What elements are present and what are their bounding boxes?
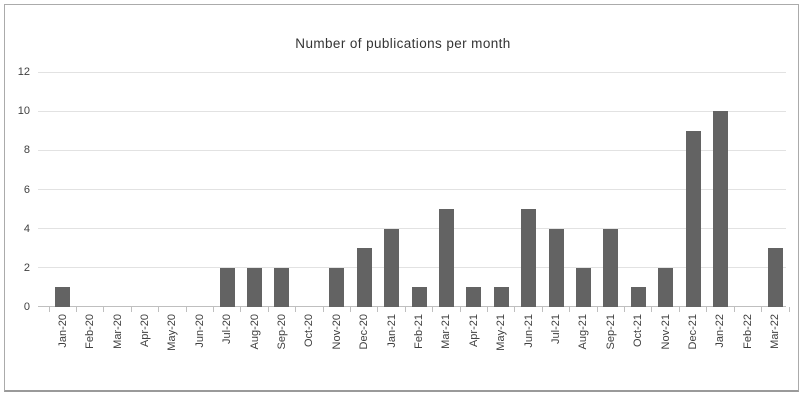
x-axis-category-label: Sep-21 — [604, 314, 617, 350]
x-axis-tick-mark — [240, 307, 242, 312]
x-axis-category-label: Nov-21 — [659, 314, 672, 350]
bar[interactable] — [219, 267, 235, 307]
y-axis-tick-label: 2 — [23, 261, 30, 274]
x-axis-tick-mark — [322, 307, 324, 312]
x-axis-category-label: Feb-21 — [413, 314, 425, 349]
x-axis-category-label: Dec-21 — [687, 314, 700, 350]
y-axis-tick-label: 10 — [17, 105, 30, 118]
x-axis: Jan-20 Feb-20 Mar-20 Apr-20 May-20 Jun-20 Jul-… — [49, 312, 789, 376]
x-axis-category-label: Jul-20 — [221, 314, 234, 344]
x-axis-tick-mark — [158, 307, 160, 312]
x-axis-category-label: Sep-20 — [275, 314, 288, 350]
x-axis-category-label: Jan-20 — [56, 314, 69, 348]
x-axis-tick-mark — [432, 307, 434, 312]
x-axis-category-label: Oct-20 — [303, 314, 316, 348]
gridline — [38, 267, 786, 269]
bar[interactable] — [411, 287, 427, 307]
gridline — [38, 149, 786, 151]
y-axis-tick-label: 6 — [23, 183, 30, 196]
bar[interactable] — [767, 248, 783, 307]
x-axis-category-label: Jun-20 — [193, 314, 206, 348]
x-axis-tick-mark — [569, 307, 571, 312]
x-axis-tick-mark — [267, 307, 269, 312]
bar[interactable] — [630, 287, 646, 307]
bar[interactable] — [685, 130, 701, 307]
chart-frame — [4, 4, 799, 392]
y-axis-tick-label: 12 — [17, 66, 30, 78]
x-axis-tick-mark — [706, 307, 708, 312]
x-axis-tick-mark — [733, 307, 735, 312]
x-axis-tick-mark — [541, 307, 543, 312]
x-axis-tick-mark — [349, 307, 351, 312]
x-axis-tick-mark — [651, 307, 653, 312]
x-axis-category-label: Mar-20 — [111, 314, 124, 349]
bar[interactable] — [575, 267, 591, 307]
x-axis-category-label: Jul-21 — [550, 314, 563, 344]
y-axis-tick-label: 4 — [23, 222, 30, 235]
bar[interactable] — [548, 228, 564, 307]
x-axis-tick-mark — [514, 307, 516, 312]
x-axis-tick-mark — [377, 307, 379, 312]
x-axis-category-label: Nov-20 — [330, 314, 343, 350]
x-axis-tick-mark — [185, 307, 187, 312]
x-axis-category-label: Oct-21 — [632, 314, 645, 348]
x-axis-tick-mark — [624, 307, 626, 312]
x-axis-category-label: Feb-22 — [741, 314, 754, 349]
bar[interactable] — [247, 267, 263, 307]
x-axis-category-label: Jan-22 — [714, 314, 727, 348]
x-axis-tick-mark — [788, 307, 790, 312]
gridline — [38, 228, 786, 230]
bar[interactable] — [658, 267, 674, 307]
y-axis-tick-label: 8 — [23, 144, 30, 157]
x-axis-tick-mark — [212, 307, 214, 312]
x-axis-category-label: Mar-22 — [769, 314, 782, 349]
y-axis-tick-label: 0 — [23, 301, 30, 313]
x-axis-tick-mark — [75, 307, 77, 312]
bar[interactable] — [521, 209, 537, 307]
bar[interactable] — [493, 287, 509, 307]
bar[interactable] — [466, 287, 482, 307]
bar[interactable] — [712, 111, 728, 307]
bar[interactable] — [603, 228, 619, 307]
x-axis-category-label: Dec-20 — [358, 314, 371, 350]
x-axis-tick-mark — [596, 307, 598, 312]
x-axis-tick-mark — [130, 307, 132, 312]
y-axis: 0 2 4 6 8 10 12 — [0, 66, 30, 313]
x-axis-tick-mark — [103, 307, 105, 312]
bar[interactable] — [329, 267, 345, 307]
x-axis-category-label: Mar-21 — [440, 314, 453, 349]
x-axis-category-label: May-21 — [495, 314, 508, 351]
x-axis-tick-mark — [487, 307, 489, 312]
bar[interactable] — [384, 228, 400, 307]
gridline — [38, 110, 786, 112]
x-axis-category-label: Aug-20 — [248, 314, 261, 350]
bar[interactable] — [438, 209, 454, 307]
bar[interactable] — [274, 267, 290, 307]
x-axis-tick-mark — [459, 307, 461, 312]
x-axis-category-label: Jan-21 — [385, 314, 398, 348]
bar[interactable] — [55, 287, 71, 307]
bar[interactable] — [356, 248, 372, 307]
chart-title: Number of publications per month — [295, 36, 511, 51]
x-axis-tick-mark — [48, 307, 50, 312]
x-axis-category-label: Apr-21 — [467, 314, 480, 348]
x-axis-tick-mark — [678, 307, 680, 312]
x-axis-category-label: Jun-21 — [522, 314, 535, 348]
x-axis-tick-mark — [295, 307, 297, 312]
gridline — [38, 71, 786, 73]
x-axis-category-label: May-20 — [166, 314, 179, 351]
x-axis-category-label: Apr-20 — [138, 314, 151, 348]
x-axis-tick-mark — [761, 307, 763, 312]
x-axis-category-label: Feb-20 — [84, 314, 97, 349]
x-axis-tick-mark — [404, 307, 406, 312]
x-axis-category-label: Aug-21 — [577, 314, 590, 350]
bar-series — [48, 72, 790, 312]
gridline — [38, 189, 786, 190]
